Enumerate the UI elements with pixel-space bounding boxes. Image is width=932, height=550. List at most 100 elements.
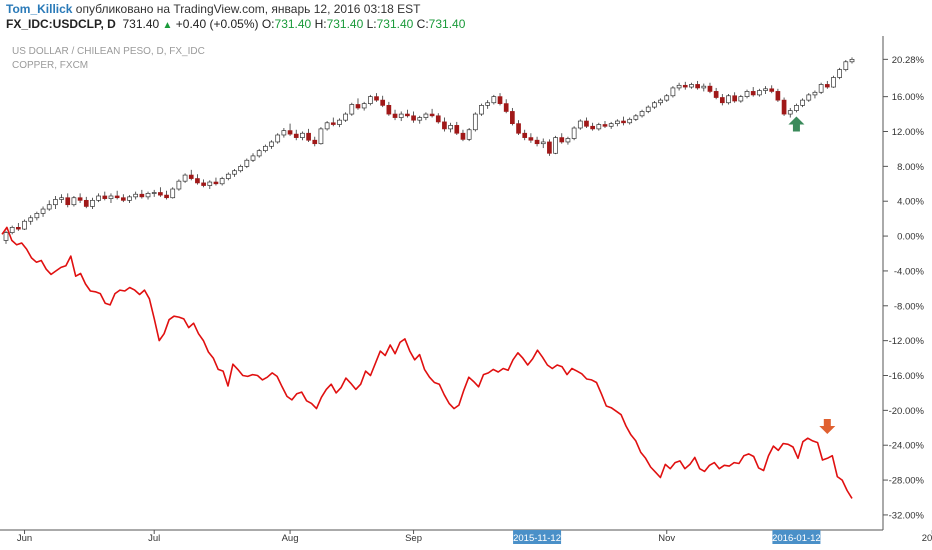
y-tick-label: 12.00% <box>892 127 925 138</box>
candle <box>763 88 768 91</box>
y-tick-label: 16.00% <box>892 92 925 103</box>
candle <box>34 213 40 219</box>
candle <box>108 195 114 199</box>
candle <box>633 115 639 120</box>
open-label: O: <box>261 17 275 31</box>
candle <box>565 138 571 143</box>
candle <box>90 199 95 207</box>
candle <box>466 129 472 140</box>
candle <box>213 181 219 185</box>
low-label: L: <box>366 17 377 31</box>
candle <box>158 192 163 196</box>
candle <box>3 232 9 241</box>
candle <box>318 128 324 145</box>
candle <box>516 123 521 134</box>
candle <box>837 69 842 78</box>
chart-area[interactable]: 20.28% 16.00% 12.00% 8.00% 4.00% 0.00% -4.00% -… <box>0 34 932 550</box>
down-arrow-icon <box>819 419 836 435</box>
candle <box>405 113 410 117</box>
candle <box>664 95 670 101</box>
candle <box>120 197 126 201</box>
candle <box>769 88 775 92</box>
candle <box>59 197 64 200</box>
candle <box>670 87 676 97</box>
candle <box>429 113 435 117</box>
candle <box>188 174 194 179</box>
candle <box>417 117 423 121</box>
x-tick-label: 2016 <box>922 533 932 544</box>
candle <box>590 125 595 130</box>
candle <box>398 113 404 118</box>
candle <box>127 196 132 201</box>
candle <box>232 170 237 175</box>
candle <box>256 150 262 157</box>
candle <box>300 132 305 138</box>
candle <box>392 113 398 118</box>
candle <box>114 195 120 199</box>
candle <box>170 188 176 199</box>
candle <box>454 125 460 134</box>
y-tick-label: -24.00% <box>889 441 925 452</box>
candle <box>77 197 83 201</box>
candle <box>658 99 663 104</box>
candle <box>330 122 336 125</box>
candle <box>812 91 818 96</box>
candle <box>615 120 620 125</box>
candle <box>343 113 348 121</box>
candle <box>244 159 250 167</box>
y-tick-label: 20.28% <box>892 55 925 66</box>
candle <box>744 91 750 97</box>
candle <box>540 141 546 145</box>
candle <box>287 130 293 135</box>
x-axis: Jun Jul Aug Sep 2015-11-12 Nov 2016-01-12 2016 <box>17 530 932 544</box>
candle <box>682 84 688 88</box>
copper-line-series <box>1 226 853 499</box>
candle <box>306 132 311 141</box>
y-tick-label: 8.00% <box>897 162 924 173</box>
candle <box>275 134 281 143</box>
x-tick-label: 2016-01-12 <box>772 533 821 544</box>
up-arrow-icon <box>788 116 805 132</box>
candle <box>713 91 719 98</box>
candle <box>367 96 373 104</box>
y-tick-label: 4.00% <box>897 197 924 208</box>
candle <box>794 105 799 111</box>
candle <box>269 141 274 147</box>
candle <box>510 111 515 125</box>
candle <box>201 182 206 186</box>
candle <box>472 113 478 131</box>
candle <box>849 58 855 63</box>
candle <box>806 94 812 101</box>
last-price: 731.40 <box>122 17 160 31</box>
candle <box>460 132 466 140</box>
candle <box>71 197 77 206</box>
candle <box>547 141 552 154</box>
y-tick-label: -4.00% <box>894 266 925 277</box>
candle <box>102 195 108 199</box>
candle <box>645 106 651 112</box>
y-axis: 20.28% 16.00% 12.00% 8.00% 4.00% 0.00% -4.00% -… <box>883 55 925 521</box>
high-label: H: <box>314 17 327 31</box>
candle <box>207 181 213 186</box>
author-link[interactable]: Tom_Killick <box>6 2 73 16</box>
symbol-name: FX_IDC:USDCLP, D <box>6 17 116 31</box>
candle <box>757 90 762 96</box>
publish-line: Tom_Killick опубликовано на TradingView.… <box>6 2 420 16</box>
candle <box>411 115 416 121</box>
candle <box>374 96 379 101</box>
candle <box>225 173 231 179</box>
candle <box>522 132 528 138</box>
candle <box>9 227 15 233</box>
published-text: опубликовано на TradingView.com, январь … <box>72 2 421 16</box>
candlestick-series <box>3 57 855 244</box>
candle <box>151 192 157 194</box>
candle <box>16 227 21 230</box>
x-label-highlight <box>513 530 562 544</box>
candle <box>652 102 657 108</box>
y-tick-label: -20.00% <box>889 406 925 417</box>
candle <box>324 122 330 130</box>
candle <box>293 133 299 138</box>
chart-header: Tom_Killick опубликовано на TradingView.… <box>0 0 932 34</box>
y-tick-label: -28.00% <box>889 476 925 487</box>
up-triangle-icon: ▲ <box>162 20 173 31</box>
